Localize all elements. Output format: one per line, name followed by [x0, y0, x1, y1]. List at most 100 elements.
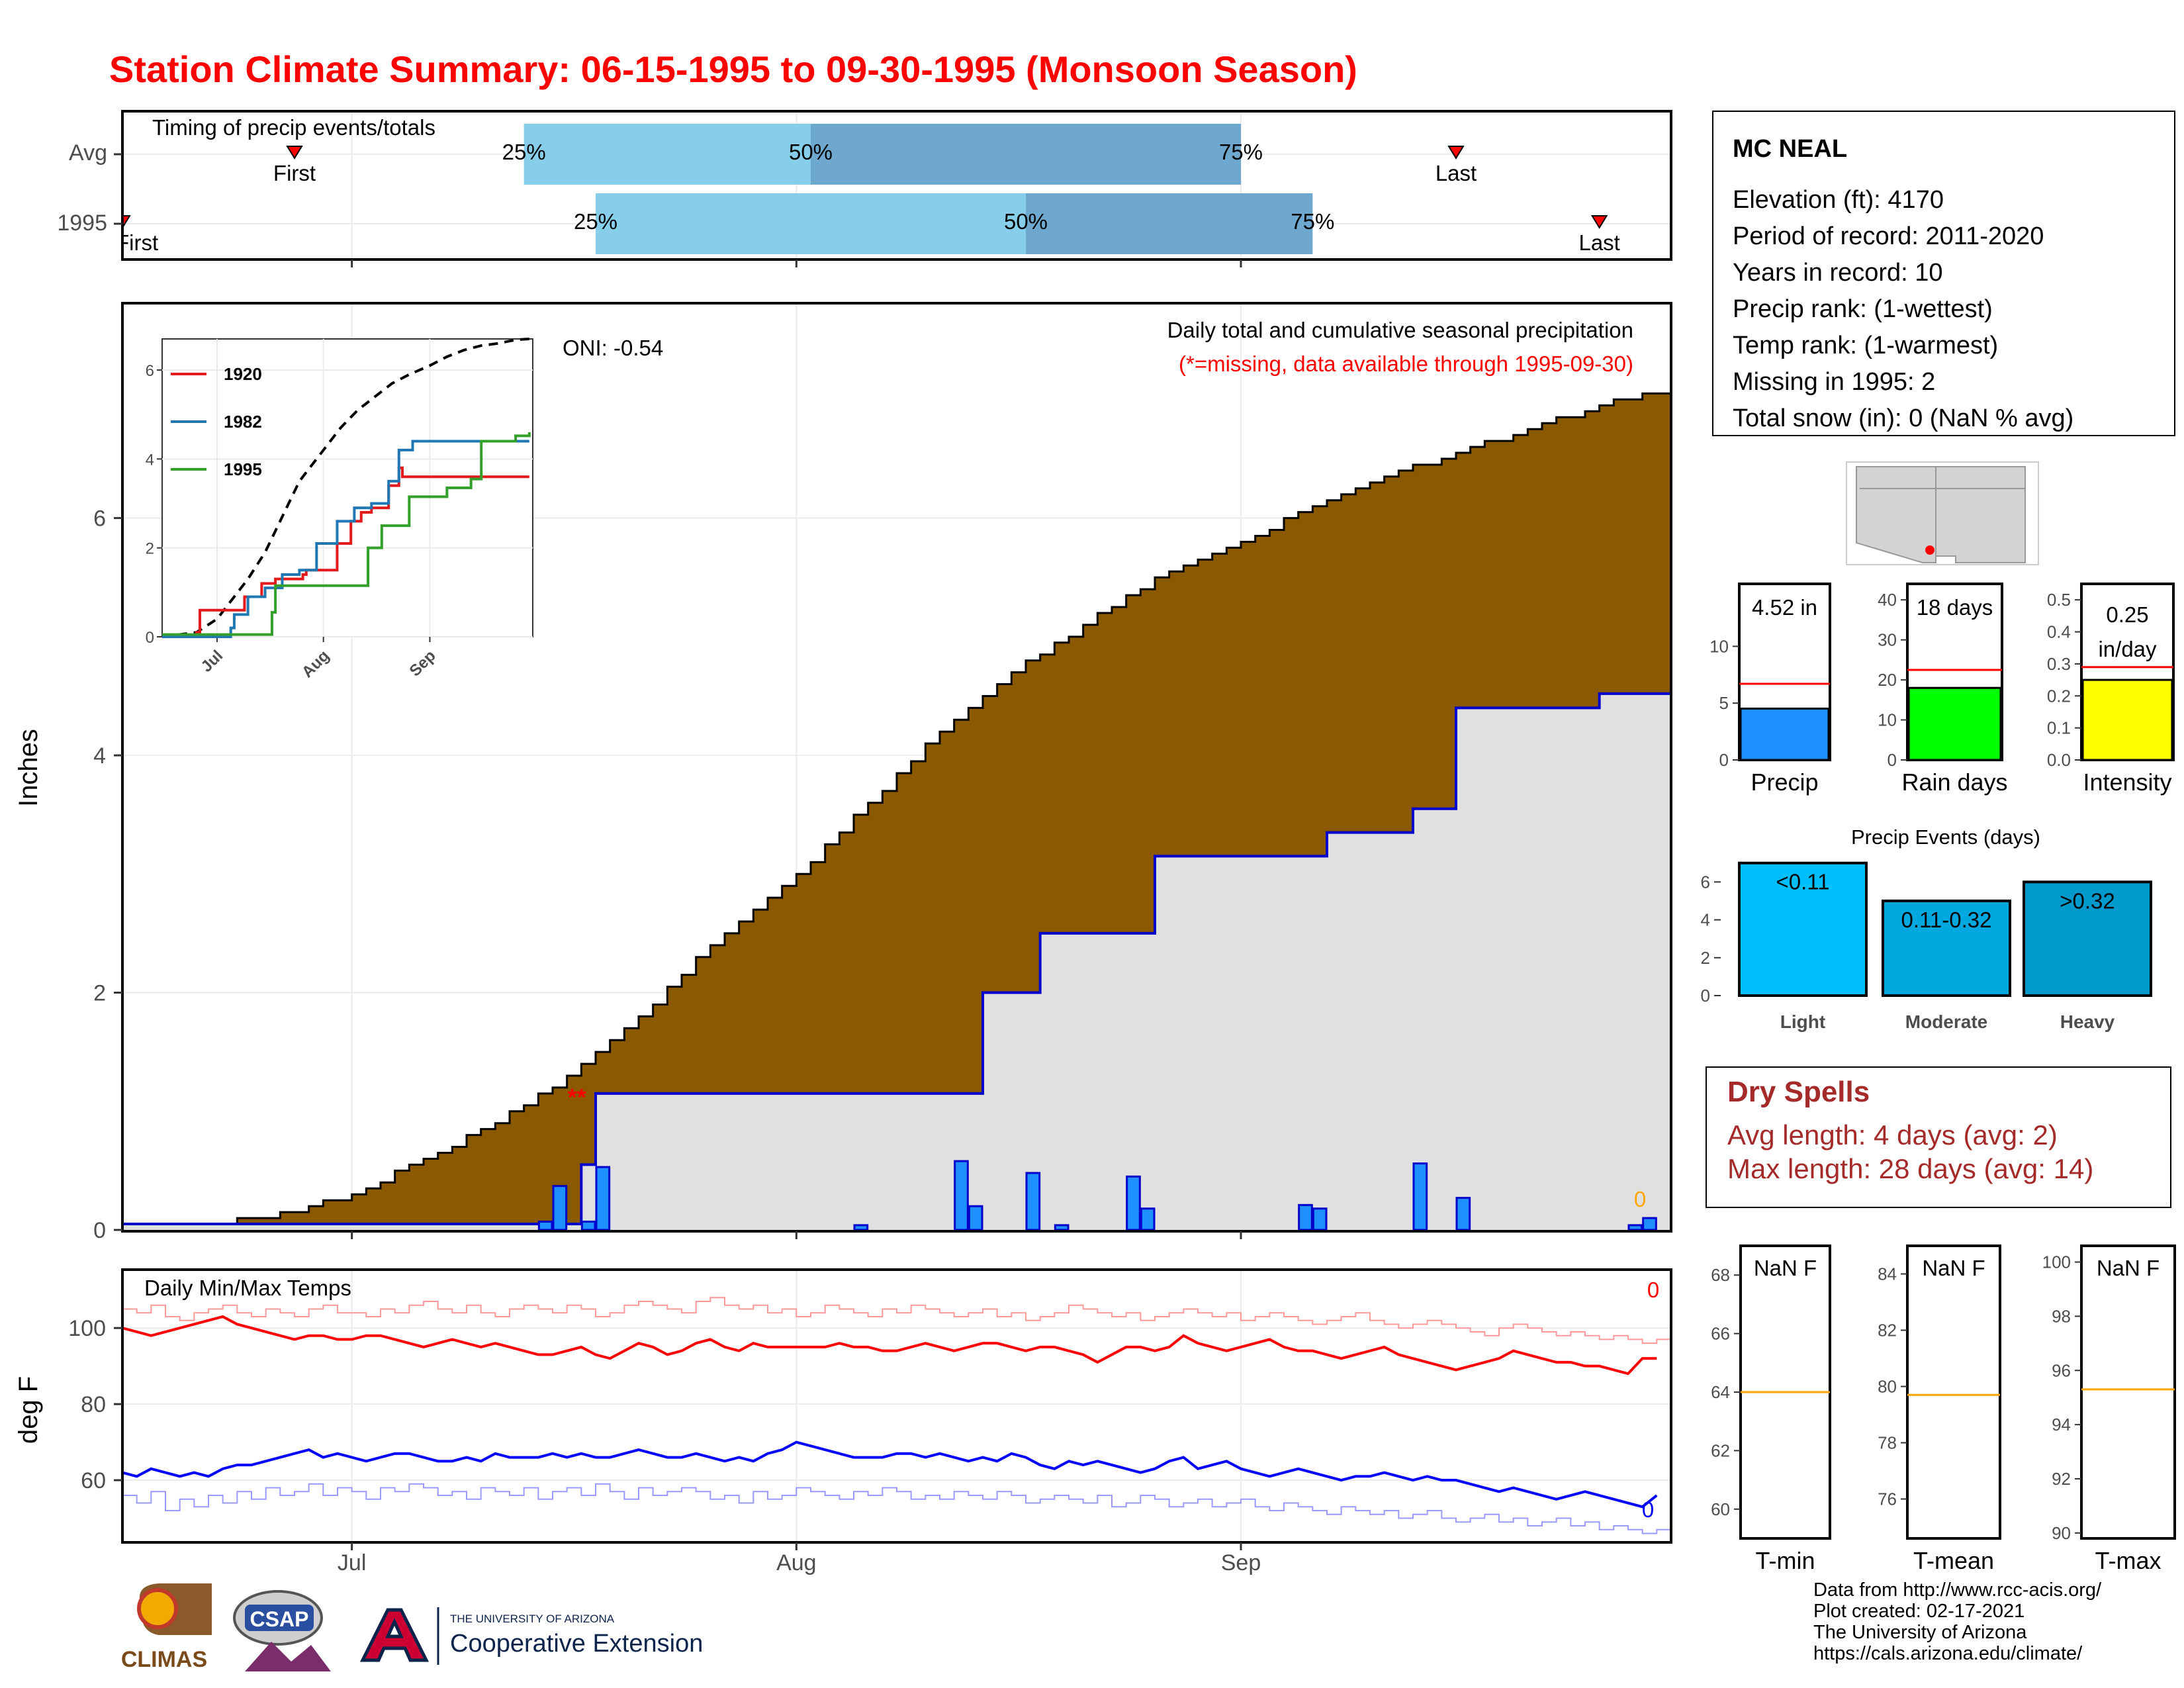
mini-panel-value-unit-2: in/day	[2098, 637, 2157, 661]
station-period: Period of record: 2011-2020	[1733, 222, 2044, 250]
mini-panel-bar-0	[1739, 707, 1830, 761]
month-axis: Jul Aug Sep	[338, 1542, 1261, 1575]
inset-series-1982	[162, 440, 529, 638]
mini-panel-value-label-2: 0.25	[2106, 602, 2148, 627]
mini-panel-bar-1	[1907, 686, 2002, 761]
temp-mini-1-ytick-label-1: 78	[1878, 1433, 1897, 1453]
missing-marker: **	[568, 1084, 586, 1111]
climas-logo-text: CLIMAS	[121, 1647, 207, 1672]
temp-panel: 60 80 100 deg F Daily Min/Max Temps 0 0 Ju…	[14, 1268, 1672, 1575]
precip-frame	[121, 302, 1672, 1233]
temp-ytick-label-1: 80	[81, 1392, 106, 1417]
mini-panel-bar-2	[2081, 679, 2173, 761]
temp-frame	[121, 1268, 1672, 1544]
timing-last-label-0: Last	[1435, 161, 1477, 185]
mini-panel-category-1: Rain days	[1901, 769, 2007, 796]
ua-block-a-icon	[359, 1608, 430, 1662]
temp-chart-title: Daily Min/Max Temps	[144, 1276, 351, 1300]
station-name: MC NEAL	[1733, 135, 1847, 163]
timing-row-label-year: 1995	[57, 211, 107, 236]
climas-logo: CLIMAS	[121, 1583, 212, 1672]
footer-plot-created: Plot created: 02-17-2021	[1813, 1601, 2025, 1622]
event-category-2: Heavy	[2060, 1011, 2115, 1032]
tmin-line	[122, 1440, 1658, 1509]
timing-title: Timing of precip events/totals	[152, 115, 435, 140]
csap-logo-text: CSAP	[250, 1607, 309, 1631]
temp-mini-1-ytick-label-2: 80	[1878, 1377, 1897, 1397]
mini-panel-category-0: Precip	[1751, 769, 1818, 796]
station-precip-rank: Precip rank: (1-wettest)	[1733, 295, 1993, 323]
csap-logo: CSAP	[233, 1590, 331, 1671]
station-elevation: Elevation (ft): 4170	[1733, 186, 1944, 214]
timing-axis-ticks	[114, 153, 1242, 267]
daily-precip-bar-16	[1642, 1217, 1657, 1231]
university-logo: THE UNIVERSITY OF ARIZONA Cooperative Ex…	[359, 1607, 703, 1665]
dry-spells-title: Dry Spells	[1727, 1076, 1870, 1108]
month-tick-label-Sep: Sep	[1221, 1550, 1261, 1575]
station-snow: Total snow (in): 0 (NaN % avg)	[1733, 404, 2073, 432]
inset-legend-label-1982: 1982	[224, 412, 262, 432]
daily-precip-bar-0	[537, 1220, 553, 1231]
timing-frame	[121, 110, 1672, 261]
temp-mini-value-label-2: NaN F	[2097, 1256, 2160, 1280]
station-years: Years in record: 10	[1733, 259, 1943, 287]
inset-legend-label-1995: 1995	[224, 459, 262, 479]
mini-panel-2-ytick-label-1: 0.1	[2047, 718, 2071, 738]
mini-panel-1-ytick-label-4: 40	[1878, 590, 1897, 610]
inset-ytick-label-0: 0	[146, 629, 154, 647]
event-bar-light	[1738, 861, 1868, 997]
temp-mini-2-ytick-label-2: 94	[2052, 1415, 2071, 1434]
event-category-1: Moderate	[1905, 1011, 1987, 1032]
temp-mini-1-ytick-label-0: 76	[1878, 1489, 1897, 1509]
station-info-frame	[1712, 111, 2175, 436]
mini-panel-1-ytick-label-3: 30	[1878, 630, 1897, 650]
inset-series-1995	[162, 432, 531, 636]
inset-xtick-label-2: Sep	[406, 647, 439, 680]
station-location-marker	[1925, 545, 1934, 555]
climas-logo-sun	[137, 1588, 178, 1629]
inset-xtick-label-0: Jul	[198, 647, 227, 676]
location-map	[1846, 461, 2039, 565]
precip-summary-panels: 0 5 10 4.52 in Precip 0 10 20 30 40 18 days Rain da…	[1709, 583, 2175, 796]
footer-university: The University of Arizona	[1813, 1622, 2027, 1643]
mini-panel-value-label-1: 18 days	[1917, 595, 1993, 620]
daily-precip-bar-1	[552, 1185, 568, 1231]
temp-mini-1-ytick-label-4: 84	[1878, 1264, 1897, 1284]
temp-mini-frame-1	[1906, 1244, 2001, 1540]
daily-precip-bar-11	[1298, 1203, 1313, 1231]
mini-panel-2-ytick-label-2: 0.2	[2047, 686, 2071, 706]
temp-missing-count: 0	[1647, 1278, 1659, 1302]
timing-last-marker-1	[1590, 215, 1608, 229]
timing-label-75-1: 75%	[1291, 209, 1334, 234]
tmax-line	[122, 1315, 1657, 1376]
daily-precip-bar-15	[1627, 1224, 1643, 1231]
temp-mini-0-ytick-label-1: 62	[1711, 1440, 1730, 1460]
map-new-mexico-shape	[1935, 466, 2026, 563]
precip-ytick-label-3: 6	[93, 506, 106, 532]
timing-first-label-0: First	[273, 161, 316, 185]
temp-ytick-label-2: 100	[68, 1316, 106, 1341]
temp-mini-frame-2	[2080, 1244, 2176, 1540]
daily-precip-bar-10	[1140, 1207, 1156, 1231]
timing-last-label-1: Last	[1578, 230, 1619, 255]
event-bar-moderate	[1882, 899, 2011, 998]
temp-mini-0-ytick-label-0: 60	[1711, 1499, 1730, 1519]
mini-panel-1-ytick-label-0: 0	[1888, 750, 1897, 770]
station-info-box: MC NEAL Elevation (ft): 4170 Period of r…	[1712, 111, 2175, 436]
temp-ytick-label-0: 60	[81, 1468, 106, 1493]
events-ytick-label-2: 4	[1701, 910, 1710, 930]
station-temp-rank: Temp rank: (1-warmest)	[1733, 332, 1998, 359]
temp-y-label: deg F	[14, 1376, 43, 1444]
precip-y-axis: 0 2 4 6	[93, 506, 1242, 1243]
precip-chart-subtitle: (*=missing, data available through 1995-…	[1179, 352, 1633, 376]
mini-panel-1-ytick-label-1: 10	[1878, 710, 1897, 730]
precip-chart-title: Daily total and cumulative seasonal prec…	[1167, 318, 1633, 342]
precip-ytick-label-0: 0	[93, 1218, 106, 1243]
mini-panel-0-ytick-label-2: 10	[1709, 636, 1729, 656]
timing-rows: 25% 50% 75% First Last 25% 50% 75% First Last	[124, 124, 1620, 255]
temp-mini-2-ytick-label-1: 92	[2052, 1469, 2071, 1489]
temp-mini-value-label-0: NaN F	[1754, 1256, 1817, 1280]
event-bar-heavy	[2023, 880, 2152, 998]
events-title: Precip Events (days)	[1851, 825, 2040, 849]
mini-panel-2-ytick-label-5: 0.5	[2047, 590, 2071, 610]
